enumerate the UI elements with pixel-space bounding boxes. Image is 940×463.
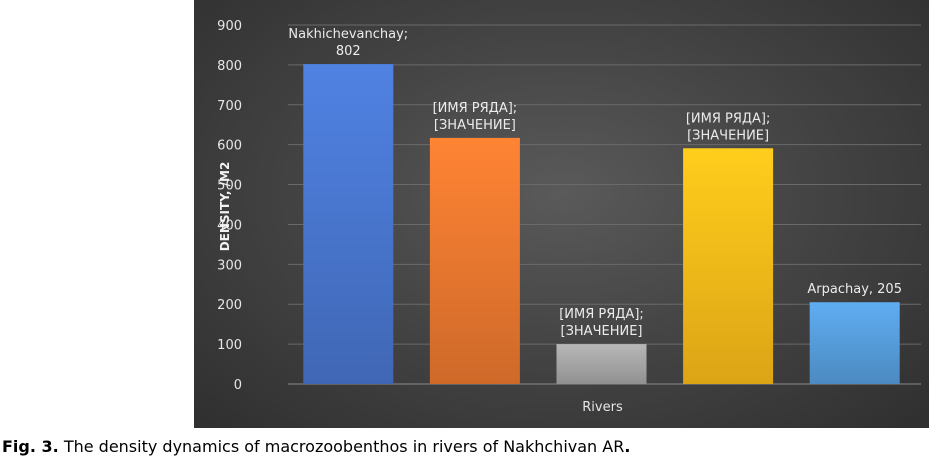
y-tick-label: 400	[217, 218, 242, 233]
caption-text: The density dynamics of macrozoobenthos …	[58, 437, 625, 456]
y-tick-label: 0	[234, 378, 242, 393]
data-label: [ЗНАЧЕНИЕ]	[434, 118, 516, 133]
chart-panel: 0 100 200 300 400 500 600 700 800 900 Nakhichevanc…	[194, 0, 929, 428]
caption-prefix: Fig. 3.	[2, 437, 59, 456]
bar-chart: 0 100 200 300 400 500 600 700 800 900 Nakhichevanc…	[217, 19, 921, 415]
y-tick-label: 700	[217, 99, 242, 114]
caption-suffix: .	[624, 437, 631, 456]
y-tick-label: 900	[217, 19, 242, 34]
data-label: [ЗНАЧЕНИЕ]	[561, 324, 643, 339]
data-label: [ЗНАЧЕНИЕ]	[687, 128, 769, 143]
figure-caption: Fig. 3. The density dynamics of macrozoo…	[2, 437, 932, 456]
x-axis-title: Rivers	[582, 400, 623, 415]
data-label: [ИМЯ РЯДА];	[559, 307, 644, 322]
bar-1	[303, 64, 394, 384]
data-label: 802	[336, 44, 361, 59]
y-tick-label: 200	[217, 298, 242, 313]
data-label: Nakhichevanchay;	[288, 27, 408, 42]
bar-5	[809, 302, 900, 384]
data-label: Arpachay, 205	[807, 282, 902, 297]
y-tick-label: 300	[217, 258, 242, 273]
y-tick-label: 600	[217, 139, 242, 154]
data-label: [ИМЯ РЯДА];	[433, 101, 518, 116]
y-tick-label: 800	[217, 59, 242, 74]
data-label: [ИМЯ РЯДА];	[686, 111, 771, 126]
bar-2	[429, 137, 520, 384]
y-tick-label: 100	[217, 338, 242, 353]
bar-4	[683, 148, 774, 384]
y-tick-label: 500	[217, 179, 242, 194]
y-axis-title: DENSITY, /M2	[218, 162, 232, 252]
bar-3	[556, 344, 647, 384]
